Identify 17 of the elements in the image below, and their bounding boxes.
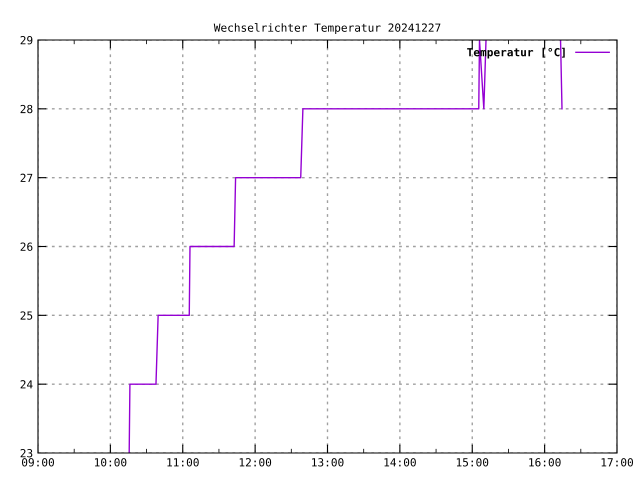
x-tick-label: 15:00 <box>456 458 488 467</box>
y-tick-label: 23 <box>20 449 32 458</box>
y-tick-label: 24 <box>20 380 33 388</box>
x-tick-label: 11:00 <box>167 458 199 467</box>
x-tick-label: 14:00 <box>384 458 416 467</box>
y-tick-label: 27 <box>20 174 32 182</box>
y-tick-label: 26 <box>20 242 32 251</box>
chart-title: Wechselrichter Temperatur 20241227 <box>214 23 440 34</box>
x-tick-label: 10:00 <box>94 458 126 467</box>
x-tick-label: 13:00 <box>312 458 344 467</box>
x-tick-label: 16:00 <box>529 458 561 467</box>
y-tick-label: 25 <box>20 311 32 320</box>
y-tick-label: 29 <box>20 36 32 44</box>
x-tick-label: 12:00 <box>240 458 272 467</box>
x-tick-label: 09:00 <box>22 458 54 467</box>
x-tick-label: 17:00 <box>602 458 634 467</box>
y-tick-label: 28 <box>20 104 32 114</box>
